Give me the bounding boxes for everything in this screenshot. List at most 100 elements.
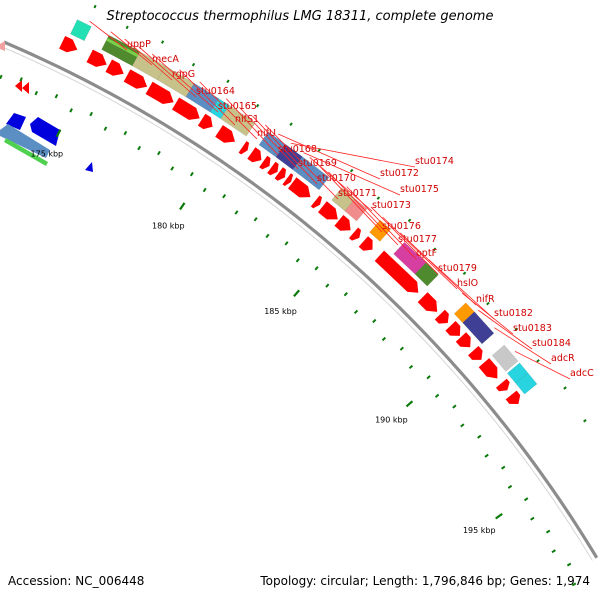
outer-tick-12: [432, 247, 437, 252]
gene-leader-1: [110, 31, 153, 66]
scale-major-tick-3: [405, 400, 414, 408]
cds-arrow-25: [468, 346, 483, 360]
cds-arrow-26: [478, 358, 498, 379]
scale-tick-6: [103, 126, 108, 131]
gene-label-22: stu0183: [513, 323, 552, 334]
outer-tick-11: [407, 218, 412, 223]
cds-arrow-9: [247, 147, 262, 163]
scale-label-2: 185 kbp: [264, 307, 297, 316]
cds-arrow-24: [455, 332, 471, 348]
gene-leader-17: [346, 186, 417, 260]
cog-pink-edge: [0, 41, 5, 51]
cds-arrow-5: [172, 97, 200, 120]
scale-tick-22: [353, 309, 359, 315]
backbone-inner-line: [1, 46, 593, 561]
cog-segment-19: [491, 344, 519, 372]
cog-segment-0: [70, 19, 92, 42]
cds-arrow-1: [86, 49, 107, 67]
outer-tick-10: [376, 196, 381, 200]
outer-tick-13: [462, 271, 467, 276]
scale-label-0: 175 kbp: [31, 150, 64, 159]
gene-leader-10: [265, 124, 339, 200]
scale-tick-18: [295, 258, 300, 263]
cds-arrow-27: [496, 378, 510, 392]
gene-leader-11: [278, 133, 381, 180]
scale-tick-14: [234, 210, 239, 215]
topology-text: Topology: circular; Length: 1,796,846 bp…: [260, 574, 590, 588]
scale-tick-37: [545, 529, 551, 534]
cds-arrow-4: [145, 81, 174, 104]
cds-arrow-small-1: [22, 82, 29, 94]
cds-arrow-21: [417, 292, 438, 312]
scale-major-tick-4: [495, 512, 503, 520]
cog-segment-18: [462, 311, 495, 345]
gene-leader-16: [328, 171, 399, 246]
gene-leader-20: [399, 232, 477, 306]
cds-arrow-23: [445, 321, 461, 336]
gene-label-4: stu0165: [218, 101, 257, 112]
gene-label-20: nifR: [476, 294, 495, 305]
gene-label-18: stu0179: [438, 263, 477, 274]
cds-arrow-20: [374, 250, 419, 293]
gene-label-23: stu0184: [532, 338, 571, 349]
cds-arrow-2: [105, 59, 124, 76]
scale-tick-9: [157, 150, 161, 156]
scale-tick-3: [54, 93, 59, 99]
scale-major-tick-0: [55, 129, 62, 138]
gene-label-2: rgpG: [172, 69, 195, 80]
cds-arrow-10: [259, 155, 271, 170]
scale-tick-10: [170, 166, 175, 171]
scale-tick-2: [34, 90, 39, 96]
gene-label-19: hslO: [457, 278, 478, 289]
gene-leader-21: [428, 259, 495, 320]
cds-arrow-12: [274, 167, 286, 181]
gene-label-21: stu0182: [494, 308, 533, 319]
outer-tick-3: [160, 40, 165, 44]
scale-tick-0: [0, 74, 3, 80]
scale-tick-30: [460, 423, 465, 428]
cds-arrow-18: [349, 227, 361, 241]
gene-leader-15: [315, 161, 383, 233]
gene-label-14: stu0173: [372, 200, 411, 211]
scale-tick-13: [222, 193, 227, 199]
scale-label-4: 195 kbp: [463, 526, 496, 535]
scale-tick-21: [343, 292, 348, 297]
scale-tick-27: [426, 375, 431, 380]
scale-tick-24: [381, 336, 387, 342]
scale-tick-32: [484, 453, 489, 458]
gene-leader-12: [290, 142, 416, 168]
gene-label-3: stu0164: [196, 86, 235, 97]
scale-tick-28: [434, 393, 440, 398]
outer-tick-4: [191, 62, 196, 67]
cog-green-stripe-left: [4, 138, 48, 166]
outer-tick-17: [563, 386, 567, 390]
scale-tick-17: [284, 241, 289, 246]
gene-leader-0: [89, 20, 128, 51]
gene-label-15: stu0176: [382, 221, 421, 232]
cds-arrow-14: [288, 177, 311, 198]
gene-leader-5: [179, 69, 236, 126]
cds-arrow-0: [59, 36, 78, 53]
outer-tick-14: [486, 301, 490, 306]
gene-label-11: stu0172: [380, 168, 419, 179]
scale-tick-8: [137, 145, 142, 151]
outer-tick-8: [317, 148, 321, 152]
outer-tick-1: [93, 4, 97, 9]
gene-leader-18: [370, 206, 439, 275]
outer-tick-7: [289, 122, 293, 127]
gene-leader-25: [514, 350, 571, 380]
scale-tick-26: [408, 364, 414, 370]
scale-tick-4: [69, 108, 73, 113]
gene-label-9: stu0170: [317, 173, 356, 184]
accession-text: Accession: NC_006448: [8, 574, 145, 588]
cog-segment-21: [515, 372, 538, 395]
gene-label-16: stu0177: [398, 234, 437, 245]
scale-major-tick-2: [293, 289, 300, 298]
gene-leader-3: [138, 46, 197, 98]
gene-leader-9: [252, 115, 318, 185]
scale-tick-39: [566, 562, 572, 567]
scale-major-tick-1: [179, 202, 186, 211]
cog-segment-16: [414, 262, 439, 287]
scale-tick-29: [452, 404, 457, 409]
